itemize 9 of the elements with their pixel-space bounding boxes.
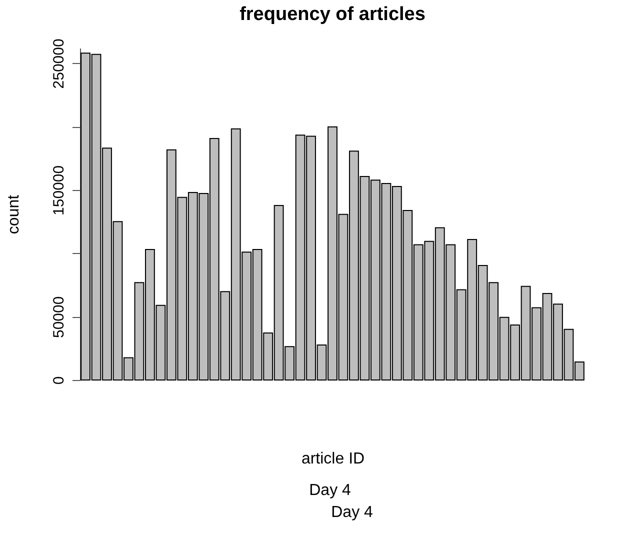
y-tick-label: 250000 [50, 38, 68, 89]
y-tick-label: 150000 [50, 165, 68, 216]
y-tick-label: 50000 [50, 296, 68, 338]
y-tick-label: 0 [50, 376, 68, 385]
y-axis-title: count [6, 194, 22, 234]
text: Day 4 [309, 482, 351, 499]
chart-title: frequency of articles [240, 4, 426, 26]
x-axis-title: article ID [301, 450, 365, 468]
text: Day 4 [331, 504, 373, 521]
